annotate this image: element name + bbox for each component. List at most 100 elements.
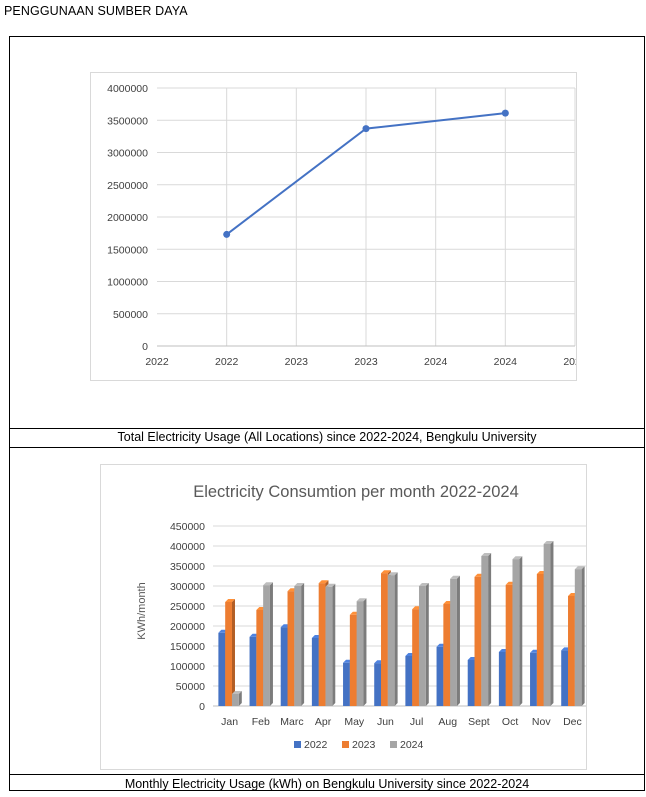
- y-tick-label: 150000: [170, 641, 205, 653]
- bar-top: [381, 570, 391, 574]
- bar-side: [269, 582, 273, 706]
- bar-2023: [349, 614, 357, 706]
- bar-top: [294, 583, 305, 586]
- x-tick-label: Sept: [468, 716, 490, 728]
- bar-top: [481, 553, 492, 556]
- y-tick-label: 350000: [170, 561, 205, 573]
- legend-label: 2024: [400, 739, 424, 751]
- row-divider: [10, 774, 644, 775]
- x-tick-label: Jan: [221, 716, 238, 728]
- line-chart: 2022 2022 2023 2023 2024 2024 2025 0 500000 10000…: [107, 83, 587, 368]
- figure-table: Total Electricity Usage (All Locations) …: [9, 36, 645, 791]
- x-tick-label: Dec: [563, 716, 582, 728]
- y-tick-label: 0: [199, 701, 205, 713]
- bar-2024: [574, 569, 582, 706]
- x-tick-label: Apr: [315, 716, 332, 728]
- bar-top: [418, 583, 429, 586]
- bar-2024: [356, 601, 364, 706]
- bar-2023: [287, 591, 295, 706]
- bar-side: [301, 583, 305, 706]
- bar-2022: [311, 638, 319, 706]
- y-tick-label: 3000000: [107, 148, 148, 160]
- bar-2023: [536, 574, 544, 706]
- bar-side: [456, 575, 460, 706]
- legend-label: 2023: [352, 739, 376, 751]
- x-tick-label: 2024: [424, 356, 448, 368]
- bar-side: [488, 553, 492, 706]
- bar-top: [318, 580, 329, 584]
- bar-side: [238, 691, 242, 706]
- page-heading: PENGGUNAAN SUMBER DAYA: [4, 4, 188, 18]
- x-tick-label: 2022: [215, 356, 239, 368]
- legend-swatch-2023: [342, 741, 349, 748]
- bar-side: [231, 599, 235, 706]
- bar-side: [332, 583, 336, 706]
- x-tick-label: Nov: [532, 716, 551, 728]
- y-tick-label: 250000: [170, 601, 205, 613]
- bar-top: [387, 572, 398, 576]
- row-divider: [10, 447, 644, 448]
- x-tick-label: Aug: [438, 716, 457, 728]
- bar-2024: [325, 586, 333, 706]
- bar-top: [225, 599, 235, 602]
- caption-monthly-usage: Monthly Electricity Usage (kWh) on Bengk…: [124, 777, 530, 791]
- y-tick-label: 400000: [170, 541, 205, 553]
- y-tick-label: 300000: [170, 581, 205, 593]
- bar-2023: [474, 576, 482, 706]
- x-tick-label: 2023: [285, 356, 309, 368]
- bar-top: [512, 556, 523, 560]
- bar-side: [519, 556, 523, 706]
- bar-top: [356, 598, 367, 602]
- bar-2023: [381, 573, 388, 706]
- bar-top: [263, 582, 273, 586]
- bar-2024: [418, 586, 426, 706]
- bar-2023: [256, 610, 264, 706]
- y-tick-label: 1500000: [107, 244, 148, 256]
- bar-2022: [405, 656, 413, 706]
- bar-top: [574, 566, 585, 570]
- data-point: [362, 125, 370, 133]
- bar-chart-card: Electricity Consumtion per month 2022-20…: [100, 464, 587, 770]
- bar-2022: [498, 652, 506, 706]
- x-tick-label: Feb: [252, 716, 270, 728]
- legend-swatch-2022: [294, 741, 301, 748]
- bar-chart-y-axis-label: KWh/month: [136, 582, 148, 639]
- x-tick-label: Jul: [410, 716, 423, 728]
- bar-side: [581, 566, 585, 706]
- y-tick-label: 2000000: [107, 212, 148, 224]
- bar-2022: [530, 652, 537, 706]
- x-tick-label: 2025: [563, 356, 576, 368]
- x-tick-label: Jun: [377, 716, 394, 728]
- legend-label: 2022: [304, 739, 328, 751]
- y-tick-label: 450000: [170, 521, 205, 533]
- y-tick-label: 2500000: [107, 180, 148, 192]
- caption-total-usage: Total Electricity Usage (All Locations) …: [117, 430, 537, 444]
- bar-chart: Electricity Consumtion per month 2022-20…: [136, 483, 587, 751]
- bar-top: [231, 691, 242, 694]
- data-point: [501, 109, 509, 117]
- bar-2024: [231, 694, 239, 706]
- bar-2022: [374, 663, 382, 706]
- bar-2023: [443, 604, 451, 706]
- x-tick-label: 2024: [494, 356, 518, 368]
- x-tick-label: Marc: [280, 716, 303, 728]
- bar-side: [425, 583, 429, 706]
- x-tick-label: 2022: [145, 356, 169, 368]
- x-tick-label: 2023: [354, 356, 378, 368]
- bar-2022: [218, 632, 226, 706]
- bar-2023: [225, 602, 232, 706]
- bar-2023: [505, 584, 513, 706]
- bar-2024: [294, 586, 302, 706]
- bar-2024: [450, 578, 457, 706]
- y-tick-label: 500000: [113, 309, 148, 321]
- bar-side: [363, 598, 367, 706]
- bar-2022: [343, 662, 350, 706]
- legend-swatch-2024: [390, 741, 397, 748]
- bar-2023: [568, 596, 575, 706]
- bar-top: [543, 541, 554, 544]
- bar-side: [394, 572, 398, 706]
- bar-side: [550, 541, 554, 706]
- y-tick-label: 4000000: [107, 83, 148, 95]
- bar-2024: [263, 585, 270, 706]
- bar-2022: [280, 627, 288, 706]
